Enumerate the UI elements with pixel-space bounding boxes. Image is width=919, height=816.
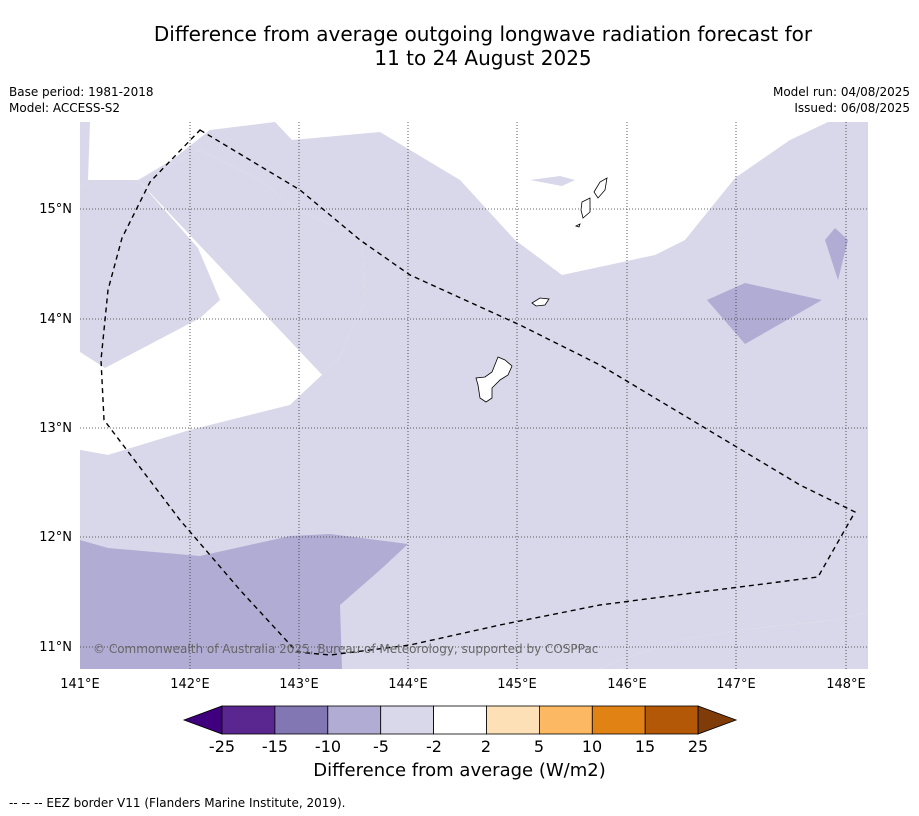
issued-date: Issued: 06/08/2025 xyxy=(794,101,910,115)
eez-footnote: -- -- -- EEZ border V11 (Flanders Marine… xyxy=(9,796,346,810)
copyright-notice: © Commonwealth of Australia 2025, Bureau… xyxy=(93,642,598,656)
lon-label: 141°E xyxy=(60,677,100,692)
island-tinian xyxy=(580,197,591,219)
colorbar-tick: 25 xyxy=(688,737,708,756)
model-name: Model: ACCESS-S2 xyxy=(9,101,121,115)
colorbar-tick: -25 xyxy=(209,737,235,756)
colorbar-tick: -5 xyxy=(373,737,389,756)
chart-title: Difference from average outgoing longwav… xyxy=(0,22,919,70)
colorbar-tick: -10 xyxy=(315,737,341,756)
latitude-labels: 15°N 14°N 13°N 12°N 11°N xyxy=(39,202,72,655)
anomaly-region-mid-ne xyxy=(825,228,848,280)
colorbar-label: Difference from average (W/m2) xyxy=(313,760,606,781)
map-figure: © Commonwealth of Australia 2025, Bureau… xyxy=(39,122,868,756)
colorbar-segment xyxy=(221,705,276,735)
base-period: Base period: 1981-2018 xyxy=(9,85,154,99)
island-saipan xyxy=(593,177,608,199)
colorbar-extend-high xyxy=(697,705,738,735)
colorbar-segment xyxy=(380,705,435,735)
lat-label: 11°N xyxy=(39,640,72,655)
anomaly-region-light-main xyxy=(80,122,868,669)
colorbar xyxy=(182,705,738,735)
anomaly-region-mid-sw xyxy=(80,534,408,669)
lat-label: 12°N xyxy=(39,530,72,545)
meta-right: Model run: 04/08/2025 Issued: 06/08/2025 xyxy=(773,84,910,116)
lon-label: 146°E xyxy=(607,677,647,692)
anomaly-field xyxy=(80,122,868,669)
model-run: Model run: 04/08/2025 xyxy=(772,85,910,99)
colorbar-segment xyxy=(644,705,699,735)
colorbar-tick: -15 xyxy=(262,737,288,756)
colorbar-tick: 15 xyxy=(635,737,655,756)
colorbar-segment xyxy=(486,705,540,735)
lon-label: 142°E xyxy=(170,677,210,692)
colorbar-tick: 10 xyxy=(582,737,602,756)
lat-label: 14°N xyxy=(39,312,72,327)
colorbar-segment xyxy=(539,705,593,735)
lat-label: 13°N xyxy=(39,421,72,436)
gridlines xyxy=(80,122,868,669)
longitude-labels: 141°E 142°E 143°E 144°E 145°E 146°E 147°… xyxy=(60,677,866,692)
lon-label: 148°E xyxy=(826,677,866,692)
colorbar-segment xyxy=(591,705,646,735)
anomaly-region-small xyxy=(530,176,575,186)
meta-left: Base period: 1981-2018 Model: ACCESS-S2 xyxy=(9,84,154,116)
colorbar-tick: -2 xyxy=(426,737,442,756)
colorbar-segment xyxy=(327,705,382,735)
colorbar-segment xyxy=(274,705,329,735)
colorbar-tick: 5 xyxy=(534,737,544,756)
lon-label: 143°E xyxy=(279,677,319,692)
islands xyxy=(475,177,608,403)
island-rota xyxy=(531,297,550,307)
lat-label: 15°N xyxy=(39,202,72,217)
colorbar-ticks: -25 -15 -10 -5 -2 2 5 10 15 25 xyxy=(209,737,708,756)
lon-label: 145°E xyxy=(497,677,537,692)
lon-label: 144°E xyxy=(388,677,428,692)
island-aguijan xyxy=(574,223,581,228)
colorbar-extend-low xyxy=(182,705,223,735)
lon-label: 147°E xyxy=(716,677,756,692)
anomaly-region-mid-east xyxy=(707,283,822,344)
island-guam xyxy=(475,356,513,403)
title-line-2: 11 to 24 August 2025 xyxy=(374,46,592,70)
colorbar-segment xyxy=(433,705,487,735)
colorbar-tick: 2 xyxy=(481,737,491,756)
title-line-1: Difference from average outgoing longwav… xyxy=(153,22,813,46)
